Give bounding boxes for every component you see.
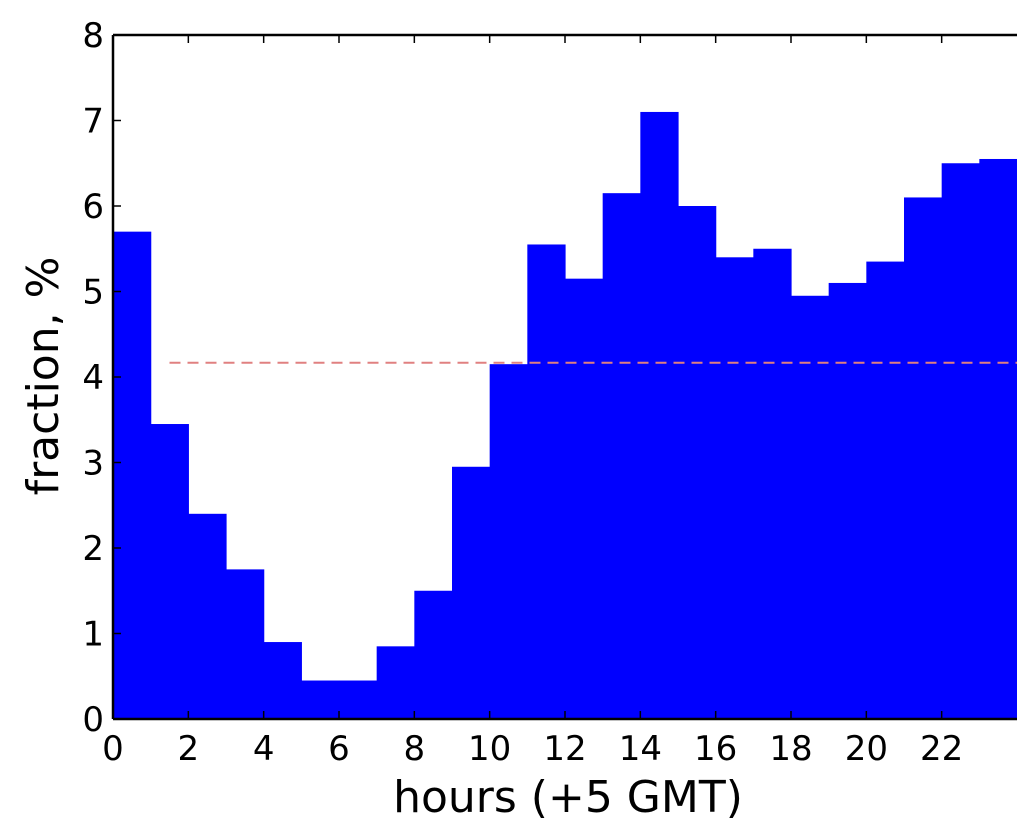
x-tick-label: 16: [694, 729, 737, 769]
histogram-bar: [113, 231, 152, 719]
x-tick-label: 2: [178, 729, 200, 769]
histogram-bar: [301, 680, 340, 719]
x-tick-label: 6: [328, 729, 350, 769]
y-tick-label: 4: [82, 358, 104, 398]
x-tick-label: 20: [845, 729, 888, 769]
y-tick-label: 5: [82, 273, 104, 313]
histogram-bar: [640, 111, 679, 719]
histogram-bar: [150, 424, 189, 719]
x-tick-label: 22: [920, 729, 963, 769]
y-tick-label: 2: [82, 529, 104, 569]
x-tick-label: 0: [102, 729, 124, 769]
y-tick-label: 8: [82, 16, 104, 56]
x-tick-label: 18: [769, 729, 812, 769]
histogram-bar: [602, 193, 641, 720]
x-tick-label: 12: [543, 729, 586, 769]
histogram-bar: [941, 163, 980, 719]
histogram-bar: [904, 197, 943, 719]
histogram-bar: [489, 364, 528, 719]
x-tick-label: 14: [619, 729, 662, 769]
y-axis-label: fraction, %: [18, 257, 69, 496]
y-tick-label: 0: [82, 700, 104, 740]
y-tick-label: 1: [82, 615, 104, 655]
histogram-bar: [527, 244, 566, 720]
histogram-bar: [339, 680, 378, 719]
histogram-bar: [678, 206, 717, 719]
x-tick-label: 4: [253, 729, 275, 769]
histogram-bar: [263, 642, 302, 719]
y-tick-label: 3: [82, 444, 104, 484]
x-tick-label: 8: [404, 729, 426, 769]
x-tick-label: 10: [468, 729, 511, 769]
y-tick-label: 6: [82, 187, 104, 227]
histogram-bar: [376, 646, 415, 719]
histogram-bar: [188, 513, 227, 719]
y-axis-ticks: 0 1 2 3 4 5 6 7 8: [82, 16, 121, 740]
histogram-bar: [791, 295, 830, 719]
x-axis-ticks: 0 2 4 6 8 10 12 14 16 18 20 22: [102, 35, 963, 769]
histogram-bar: [715, 257, 754, 719]
histogram-bar: [753, 248, 792, 719]
histogram-bar: [226, 569, 265, 720]
histogram-bar: [866, 261, 905, 719]
histogram-bar: [414, 590, 453, 719]
x-axis-label: hours (+5 GMT): [393, 772, 743, 822]
histogram-bar: [452, 466, 491, 719]
histogram-bar: [565, 278, 604, 719]
bars-group: [113, 111, 1017, 720]
y-tick-label: 7: [82, 102, 104, 142]
histogram-bar: [828, 282, 867, 719]
histogram-bar: [979, 158, 1017, 720]
